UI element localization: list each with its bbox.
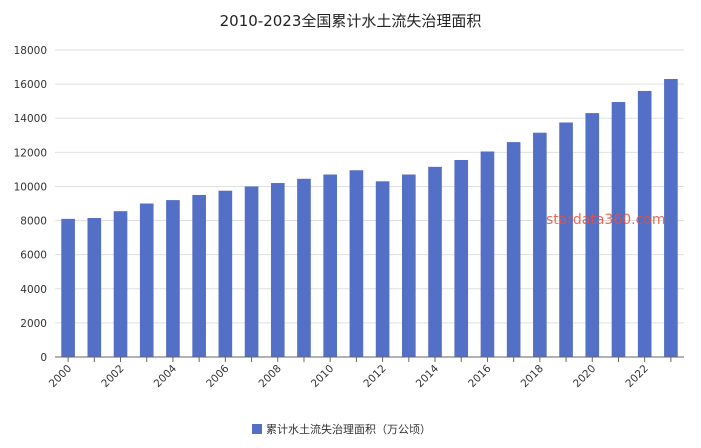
chart-title: 2010-2023全国累计水土流失治理面积 <box>219 12 482 30</box>
x-tick-label: 2006 <box>204 362 232 390</box>
bar <box>480 151 495 357</box>
bar <box>349 170 364 357</box>
bar <box>139 203 154 357</box>
legend: 累计水土流失治理面积（万公顷） <box>252 422 431 436</box>
x-axis-labels: 2000 2002 2004 2006 2008 2010 2012 2014 2016 2018… <box>47 362 651 390</box>
bar <box>611 102 626 358</box>
bar <box>192 194 206 357</box>
y-axis-labels: 0 2000 4000 6000 8000 10000 12000 14000 16000 180… <box>14 45 47 364</box>
bar <box>297 178 311 357</box>
bar <box>244 186 259 357</box>
y-tick-label: 0 <box>40 352 47 364</box>
y-tick-label: 14000 <box>14 113 47 125</box>
bars <box>61 78 678 358</box>
watermark-text: stardata360.com <box>546 212 665 228</box>
bar <box>637 90 652 357</box>
x-tick-label: 2008 <box>257 363 284 390</box>
x-tick-label: 2010 <box>309 363 336 390</box>
bar <box>533 132 547 357</box>
y-tick-label: 2000 <box>20 318 47 330</box>
x-tick-label: 2012 <box>361 363 388 390</box>
legend-label: 累计水土流失治理面积（万公顷） <box>266 422 431 436</box>
bar <box>87 217 102 357</box>
x-tick-label: 2016 <box>466 362 494 390</box>
bar <box>113 211 128 357</box>
x-tick-label: 2014 <box>414 362 442 390</box>
y-tick-label: 6000 <box>20 250 47 262</box>
y-tick-label: 16000 <box>14 79 47 91</box>
bar <box>664 78 678 357</box>
y-tick-label: 8000 <box>20 216 47 228</box>
bar <box>375 181 390 357</box>
y-tick-label: 12000 <box>14 147 47 159</box>
bar <box>585 113 600 357</box>
bar <box>323 174 338 357</box>
x-axis <box>55 356 684 362</box>
x-tick-label: 2000 <box>47 363 74 390</box>
bar <box>218 190 233 357</box>
bar <box>506 142 521 357</box>
bar <box>454 160 469 357</box>
bar <box>270 183 285 357</box>
bar <box>166 200 180 357</box>
bar <box>559 122 573 357</box>
bar <box>401 174 416 357</box>
y-tick-label: 10000 <box>14 181 47 193</box>
x-tick-label: 2018 <box>519 363 546 390</box>
y-tick-label: 4000 <box>20 284 47 296</box>
x-tick-label: 2022 <box>623 363 650 390</box>
bar <box>428 166 442 357</box>
x-tick-label: 2020 <box>571 363 598 390</box>
legend-swatch <box>252 424 262 434</box>
x-tick-label: 2002 <box>99 363 126 390</box>
y-tick-label: 18000 <box>14 45 47 57</box>
x-tick-label: 2004 <box>152 362 180 390</box>
bar <box>61 218 75 357</box>
